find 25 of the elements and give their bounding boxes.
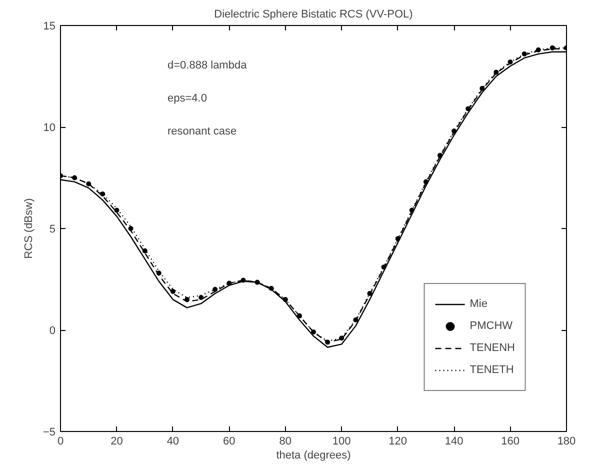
y-tick-label: 15 — [43, 20, 56, 32]
x-tick-label: 60 — [223, 436, 236, 448]
y-axis-title: RCS (dBsw) — [22, 198, 35, 259]
legend-label: TENENH — [470, 342, 515, 354]
y-tick-label: 10 — [43, 122, 56, 134]
x-tick-label: 0 — [57, 436, 64, 448]
annotation: resonant case — [168, 126, 237, 138]
legend-label: TENETH — [470, 364, 514, 376]
x-tick-label: 120 — [388, 436, 408, 448]
legend-label: Mie — [470, 298, 488, 310]
x-axis-title: theta (degrees) — [276, 450, 351, 462]
y-tick-label: 5 — [49, 224, 56, 236]
x-tick-label: 100 — [332, 436, 351, 448]
x-tick-label: 160 — [501, 436, 520, 448]
x-tick-label: 20 — [110, 436, 123, 448]
annotation: d=0.888 lambda — [168, 60, 248, 72]
annotation: eps=4.0 — [168, 92, 207, 104]
x-tick-label: 40 — [166, 436, 180, 448]
x-tick-label: 140 — [444, 436, 464, 448]
x-tick-label: 180 — [557, 436, 576, 448]
y-tick-label: 0 — [49, 325, 56, 337]
y-tick-label: −5 — [42, 426, 56, 438]
legend-label: PMCHW — [470, 320, 513, 332]
chart-title: Dielectric Sphere Bistatic RCS (VV-POL) — [214, 8, 413, 20]
x-tick-label: 80 — [279, 436, 292, 448]
